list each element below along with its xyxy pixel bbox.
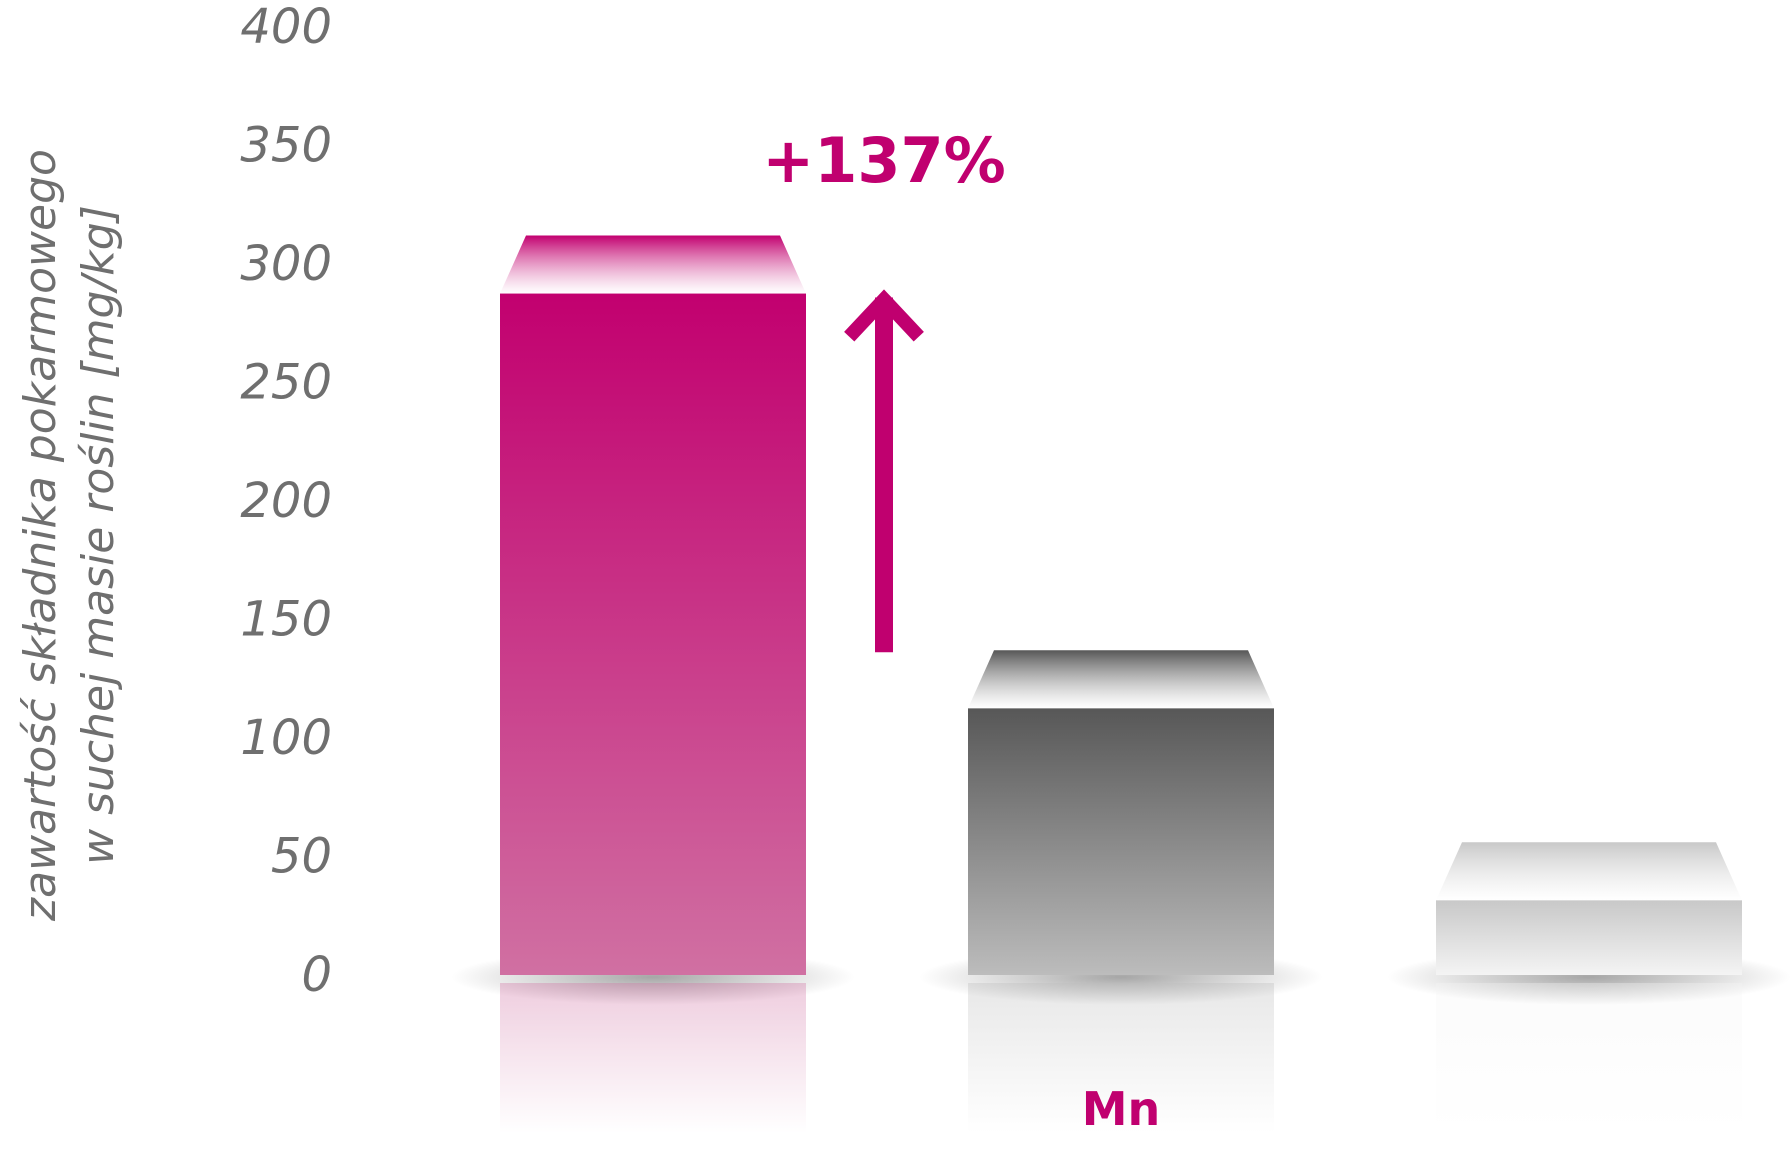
bar-reflection xyxy=(1436,983,1742,1133)
bar-reflection xyxy=(500,983,806,1133)
y-tick-label: 0 xyxy=(301,947,332,1003)
y-tick-label: 200 xyxy=(240,473,332,529)
bar-front-face xyxy=(968,708,1274,975)
percent-change-label: +137% xyxy=(762,124,1006,197)
bar-top-face xyxy=(1436,842,1742,901)
y-tick-label: 150 xyxy=(240,592,332,648)
bar-top-face xyxy=(968,650,1274,709)
bar-front-face xyxy=(1436,900,1742,975)
bar-front-face xyxy=(500,293,806,975)
bar-1 xyxy=(451,235,855,1133)
y-tick-label: 100 xyxy=(240,710,332,766)
bar-2 xyxy=(919,650,1323,1133)
bars xyxy=(451,235,1791,1133)
x-axis-label: Mn xyxy=(1082,1082,1161,1136)
bar-top-face xyxy=(500,235,806,294)
bar-3 xyxy=(1387,842,1791,1133)
y-tick-label: 250 xyxy=(240,355,332,411)
y-tick-label: 400 xyxy=(240,0,332,55)
increase-arrow-icon xyxy=(844,289,924,653)
bar-reflection xyxy=(968,983,1274,1133)
y-tick-label: 300 xyxy=(240,236,332,292)
y-axis-ticks: 0 50 100 150 200 250 300 350 400 xyxy=(240,0,332,1003)
y-tick-label: 350 xyxy=(240,118,332,174)
y-tick-label: 50 xyxy=(271,829,332,885)
annotations: +137% Mn xyxy=(762,124,1160,1136)
